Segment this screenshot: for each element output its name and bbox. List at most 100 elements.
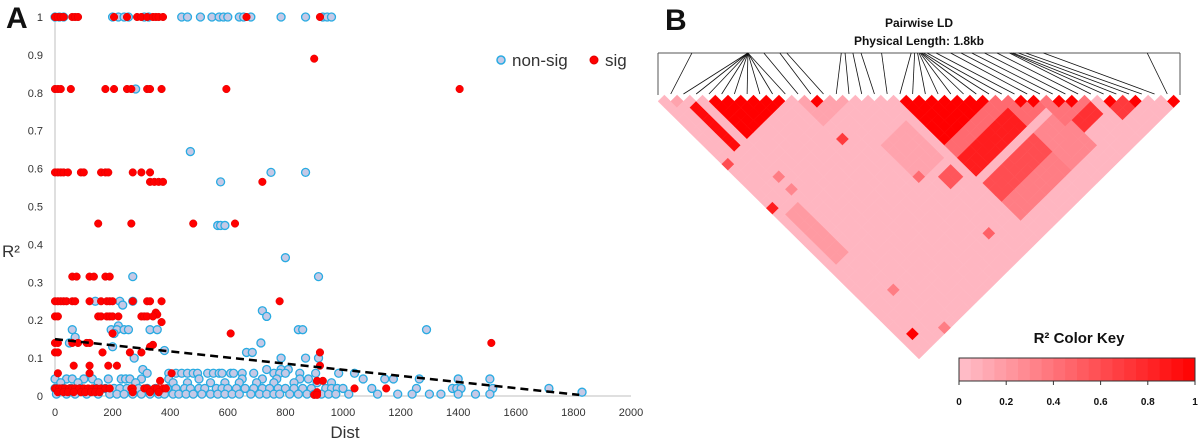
point-sig [114, 312, 123, 321]
color-key-tick-label: 1 [1192, 397, 1198, 408]
point-sig [145, 168, 155, 177]
snp-marker-line [912, 52, 916, 95]
point-sig [487, 338, 496, 347]
point-non-sig [436, 389, 446, 399]
point-non-sig [407, 389, 417, 399]
snp-marker-line [960, 52, 1041, 95]
legend-label-sig: sig [605, 51, 627, 70]
point-non-sig [197, 389, 207, 399]
color-key-swatch [1006, 358, 1019, 381]
snp-marker-line [935, 52, 1015, 95]
point-sig [157, 297, 166, 306]
point-non-sig [205, 378, 216, 388]
point-sig [63, 168, 73, 177]
snp-marker-line [984, 52, 1066, 95]
y-tick-labels: 0 0.1 0.2 0.3 0.4 0.5 0.6 0.7 0.8 0.9 1 [28, 12, 43, 403]
y-tick-label: 0.7 [28, 126, 43, 138]
x-tick-labels: 0 200 400 600 800 1000 1200 1400 1600 1800 2000 [52, 407, 643, 419]
point-non-sig [367, 383, 377, 394]
point-non-sig [262, 364, 272, 375]
point-sig [157, 84, 166, 94]
snp-marker-line [926, 52, 1002, 95]
point-sig [104, 168, 113, 177]
color-key-swatch [1100, 358, 1113, 381]
point-sig [108, 329, 117, 338]
snp-marker-line [919, 52, 952, 95]
point-non-sig [424, 389, 435, 399]
color-key-border [958, 357, 1196, 382]
ld-cells [657, 94, 1181, 360]
point-sig [318, 376, 327, 385]
point-sig [127, 219, 136, 228]
legend-marker-sig [589, 55, 599, 65]
point-non-sig [338, 383, 348, 394]
point-sig [127, 84, 136, 94]
snp-marker-line [996, 52, 1079, 95]
y-tick-label: 0.2 [28, 315, 43, 327]
point-sig [71, 297, 80, 306]
point-sig [167, 369, 176, 378]
color-key-tick-label: 0.2 [999, 397, 1013, 408]
point-non-sig [119, 389, 129, 399]
x-tick-label: 200 [103, 407, 121, 419]
color-key-swatch [1136, 358, 1149, 381]
point-non-sig [276, 12, 286, 22]
point-sig [156, 376, 165, 385]
legend: non-sig sig [496, 51, 627, 70]
color-key-swatch [1053, 358, 1066, 381]
y-tick-label: 0.5 [28, 202, 43, 214]
snp-marker-line [1146, 52, 1168, 95]
x-tick-label: 1400 [446, 407, 470, 419]
y-axis-label: R² [2, 242, 20, 261]
point-non-sig [313, 271, 324, 282]
x-tick-label: 1600 [504, 407, 528, 419]
point-non-sig [234, 389, 244, 399]
point-non-sig [103, 374, 113, 384]
snp-position-bracket [657, 52, 1181, 95]
point-sig [112, 361, 121, 370]
point-sig [315, 12, 325, 22]
point-sig [85, 361, 94, 370]
point-sig [242, 12, 251, 22]
point-sig [105, 384, 114, 393]
point-sig [455, 84, 464, 94]
point-sig [128, 297, 137, 306]
point-non-sig [194, 374, 204, 384]
point-sig [73, 12, 83, 22]
point-sig [189, 219, 198, 228]
point-non-sig [358, 374, 368, 384]
color-key-swatch [1183, 358, 1196, 381]
snp-marker-line [747, 52, 761, 95]
trendline [54, 337, 580, 397]
snp-marker-line [899, 52, 912, 95]
point-sig [137, 168, 146, 177]
point-non-sig [123, 325, 134, 335]
y-tick-label: 0.4 [28, 239, 43, 251]
point-non-sig [274, 389, 285, 399]
point-non-sig [185, 146, 196, 157]
point-sig [72, 272, 81, 281]
snp-marker-line [708, 52, 749, 95]
color-key-swatch [1077, 358, 1090, 381]
point-sig [382, 384, 391, 393]
snp-marker-line [923, 52, 990, 95]
point-non-sig [246, 389, 256, 399]
point-sig [157, 318, 166, 327]
y-tick-label: 0.6 [28, 164, 43, 176]
point-non-sig [485, 374, 495, 384]
point-sig [69, 388, 78, 397]
point-sig [56, 84, 65, 94]
x-tick-label: 1200 [388, 407, 412, 419]
point-sig [53, 312, 62, 321]
y-tick-label: 1 [37, 12, 43, 24]
point-sig [145, 297, 155, 306]
point-sig [94, 219, 103, 228]
x-tick-label: 1000 [331, 407, 355, 419]
color-key-swatch [1159, 358, 1172, 381]
point-non-sig [485, 389, 495, 399]
point-non-sig [293, 389, 304, 399]
heatmap-subtitle: Physical Length: 1.8kb [854, 34, 984, 48]
point-non-sig [577, 387, 587, 397]
point-sig [53, 348, 62, 357]
x-tick-label: 400 [161, 407, 179, 419]
